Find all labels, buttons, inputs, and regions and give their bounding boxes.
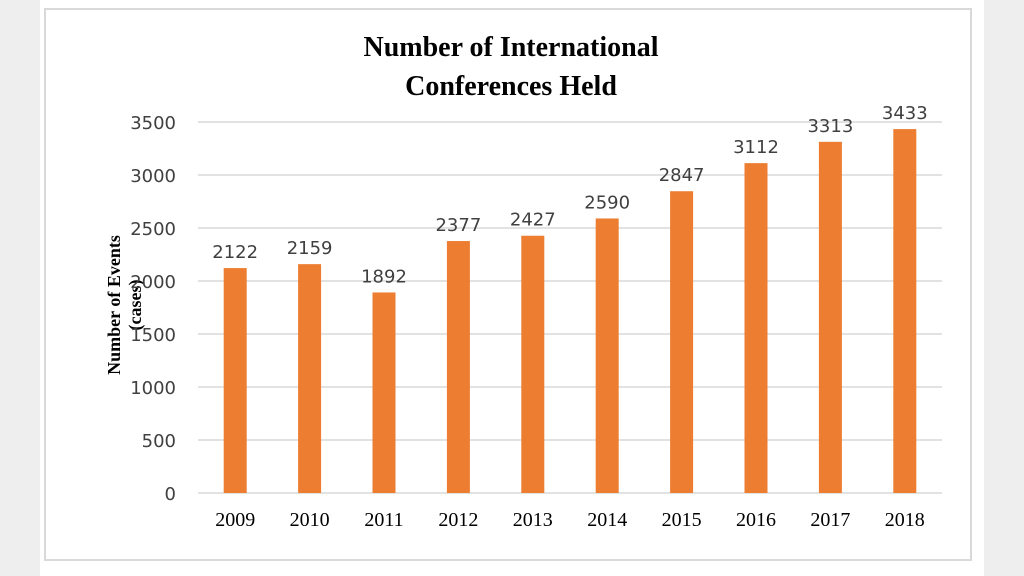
x-tick-label: 2016 xyxy=(736,509,776,531)
x-tick-label: 2018 xyxy=(885,509,925,531)
bar xyxy=(744,163,768,494)
data-labels: 2122 2159 1892 2377 2427 2590 2847 3112 3313 3433 xyxy=(212,103,927,287)
x-tick-label: 2017 xyxy=(810,509,850,531)
x-tick-label: 2013 xyxy=(513,509,553,531)
x-tick-label: 2011 xyxy=(364,509,403,531)
y-tick-label: 3000 xyxy=(130,166,176,187)
y-tick-label: 3500 xyxy=(130,113,176,134)
bar xyxy=(446,241,470,493)
bar-chart: Number of International Conferences Held… xyxy=(104,32,942,531)
x-axis-ticks: 2009 2010 2011 2012 2013 2014 2015 2016 2017 2018 xyxy=(215,509,925,531)
chart-title-line-2: Conferences Held xyxy=(405,71,617,102)
y-tick-label: 1000 xyxy=(130,378,176,399)
gridlines xyxy=(198,121,942,494)
data-label: 3433 xyxy=(882,103,928,124)
bar xyxy=(298,264,322,493)
y-tick-label: 1500 xyxy=(130,325,176,346)
bar xyxy=(818,141,842,493)
bar xyxy=(670,191,694,493)
data-label: 2377 xyxy=(435,215,481,236)
data-label: 2590 xyxy=(584,192,630,213)
y-axis-ticks: 0 500 1000 1500 2000 2500 3000 3500 xyxy=(130,113,176,505)
data-label: 1892 xyxy=(361,266,407,287)
y-tick-label: 0 xyxy=(165,484,176,505)
x-tick-label: 2015 xyxy=(662,509,702,531)
chart-page: Number of International Conferences Held… xyxy=(40,0,984,576)
bar xyxy=(521,235,545,493)
data-label: 2122 xyxy=(212,242,258,263)
bar xyxy=(372,292,396,493)
y-axis-label-line-2: (cases) xyxy=(125,280,146,331)
y-axis-label-line-1: Number of Events xyxy=(104,235,124,375)
chart-frame xyxy=(44,8,972,561)
x-tick-label: 2010 xyxy=(290,509,330,531)
chart-title-line-1: Number of International xyxy=(363,32,658,63)
bars xyxy=(223,129,917,494)
y-tick-label: 2500 xyxy=(130,219,176,240)
data-label: 3313 xyxy=(807,116,853,137)
data-label: 3112 xyxy=(733,137,779,158)
data-label: 2427 xyxy=(510,210,556,231)
bar xyxy=(893,129,917,494)
x-tick-label: 2009 xyxy=(215,509,255,531)
data-label: 2159 xyxy=(287,238,333,259)
y-tick-label: 500 xyxy=(142,431,176,452)
y-tick-label: 2000 xyxy=(130,272,176,293)
bar xyxy=(595,218,619,493)
x-tick-label: 2012 xyxy=(438,509,478,531)
data-label: 2847 xyxy=(659,165,705,186)
bar xyxy=(223,268,247,493)
x-tick-label: 2014 xyxy=(587,509,627,531)
